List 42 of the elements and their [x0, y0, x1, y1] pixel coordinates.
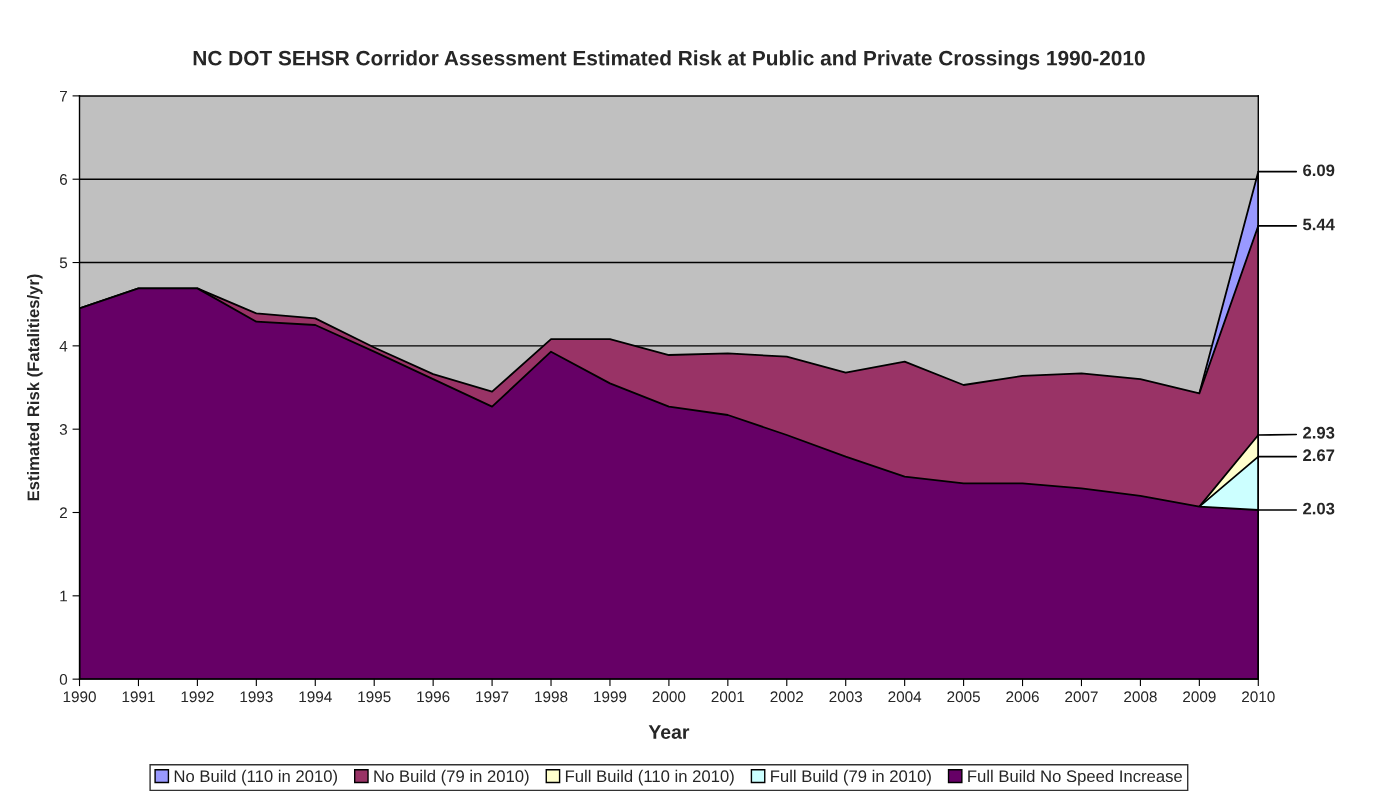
x-tick-label: 2010: [1242, 691, 1275, 703]
x-tick-label: 1994: [299, 691, 332, 703]
y-tick-label: 2: [59, 507, 67, 519]
x-tick-label: 1999: [594, 691, 627, 703]
y-axis-title: Estimated Risk (Fatalities/yr): [27, 274, 43, 501]
y-tick-label: 3: [59, 424, 68, 435]
chart-title: NC DOT SEHSR Corridor Assessment Estimated Risk at Public and Private Crossings 1990-2010: [193, 50, 1145, 70]
x-tick-label: 2007: [1065, 691, 1098, 703]
x-tick-label: 1990: [63, 691, 96, 703]
data-label: 2.67: [1303, 449, 1335, 462]
data-label: 2.03: [1303, 502, 1335, 515]
x-tick-label: 1996: [417, 691, 450, 703]
x-tick-label: 2004: [888, 691, 922, 703]
x-tick-label: 2003: [829, 691, 863, 703]
data-label: 5.44: [1303, 218, 1335, 231]
y-tick-label: 0: [59, 674, 68, 685]
x-tick-label: 2002: [770, 691, 804, 703]
x-tick-label: 2001: [711, 691, 745, 703]
x-tick-label: 1991: [122, 691, 155, 703]
legend-label: No Build (79 in 2010): [374, 769, 529, 786]
x-tick-label: 2008: [1124, 691, 1157, 703]
x-axis-title: Year: [648, 725, 690, 739]
y-tick-label: 5: [59, 257, 68, 269]
legend-label: Full Build (110 in 2010): [565, 769, 734, 786]
x-tick-label: 2000: [652, 691, 686, 703]
legend-label: Full Build No Speed Increase: [968, 769, 1182, 786]
y-tick-label: 4: [59, 340, 68, 352]
x-tick-label: 1993: [240, 691, 273, 703]
x-tick-label: 1995: [358, 691, 391, 703]
x-tick-label: 2009: [1183, 691, 1216, 703]
data-label: 6.09: [1303, 164, 1335, 177]
data-label: 2.93: [1303, 426, 1335, 439]
x-tick-label: 2005: [947, 691, 980, 703]
x-tick-label: 1997: [476, 691, 509, 703]
x-tick-label: 2006: [1006, 691, 1039, 703]
y-tick-label: 6: [59, 174, 68, 185]
legend-label: No Build (110 in 2010): [174, 769, 338, 786]
x-tick-label: 1992: [181, 691, 214, 703]
legend-label: Full Build (79 in 2010): [771, 769, 931, 786]
y-tick-label: 1: [60, 590, 67, 602]
y-tick-label: 7: [60, 90, 67, 102]
x-tick-label: 1998: [535, 691, 568, 703]
